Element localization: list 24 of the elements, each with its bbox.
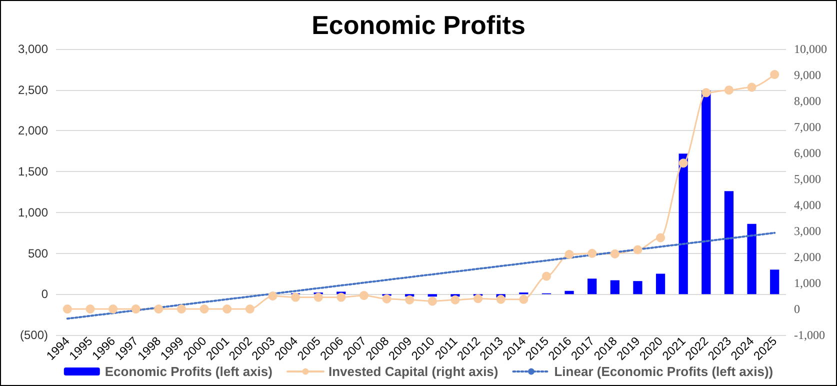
y2-tick-label: 7,000: [794, 120, 821, 134]
y2-tick-label: 2,000: [794, 250, 821, 264]
y-tick-label: 1,000: [18, 205, 48, 220]
y2-tick-label: 5,000: [794, 172, 821, 186]
legend-label: Economic Profits (left axis): [104, 364, 272, 379]
y-tick-label: 3,000: [18, 42, 48, 56]
y2-tick-label: 6,000: [794, 146, 821, 160]
y2-tick-label: 1,000: [794, 276, 821, 290]
y2-tick-label: 8,000: [794, 94, 821, 108]
y2-tick-label: -1,000: [794, 328, 825, 342]
y2-tick-label: 0: [794, 302, 800, 316]
y2-tick-label: 3,000: [794, 224, 821, 238]
legend-label: Linear (Economic Profits (left axis)): [554, 364, 774, 379]
y-tick-label: 1,500: [18, 164, 48, 179]
y2-tick-label: 4,000: [794, 198, 821, 212]
legend-label: Invested Capital (right axis): [328, 364, 498, 379]
y2-tick-label: 9,000: [794, 68, 821, 82]
y-tick-label: 2,500: [18, 82, 48, 97]
y2-tick-label: 10,000: [794, 42, 827, 56]
chart-title: Economic Profits: [312, 10, 526, 40]
y-tick-label: (500): [20, 328, 48, 342]
y-tick-label: 2,000: [18, 124, 48, 138]
y-tick-label: 0: [41, 287, 48, 302]
y-tick-label: 500: [28, 246, 48, 260]
